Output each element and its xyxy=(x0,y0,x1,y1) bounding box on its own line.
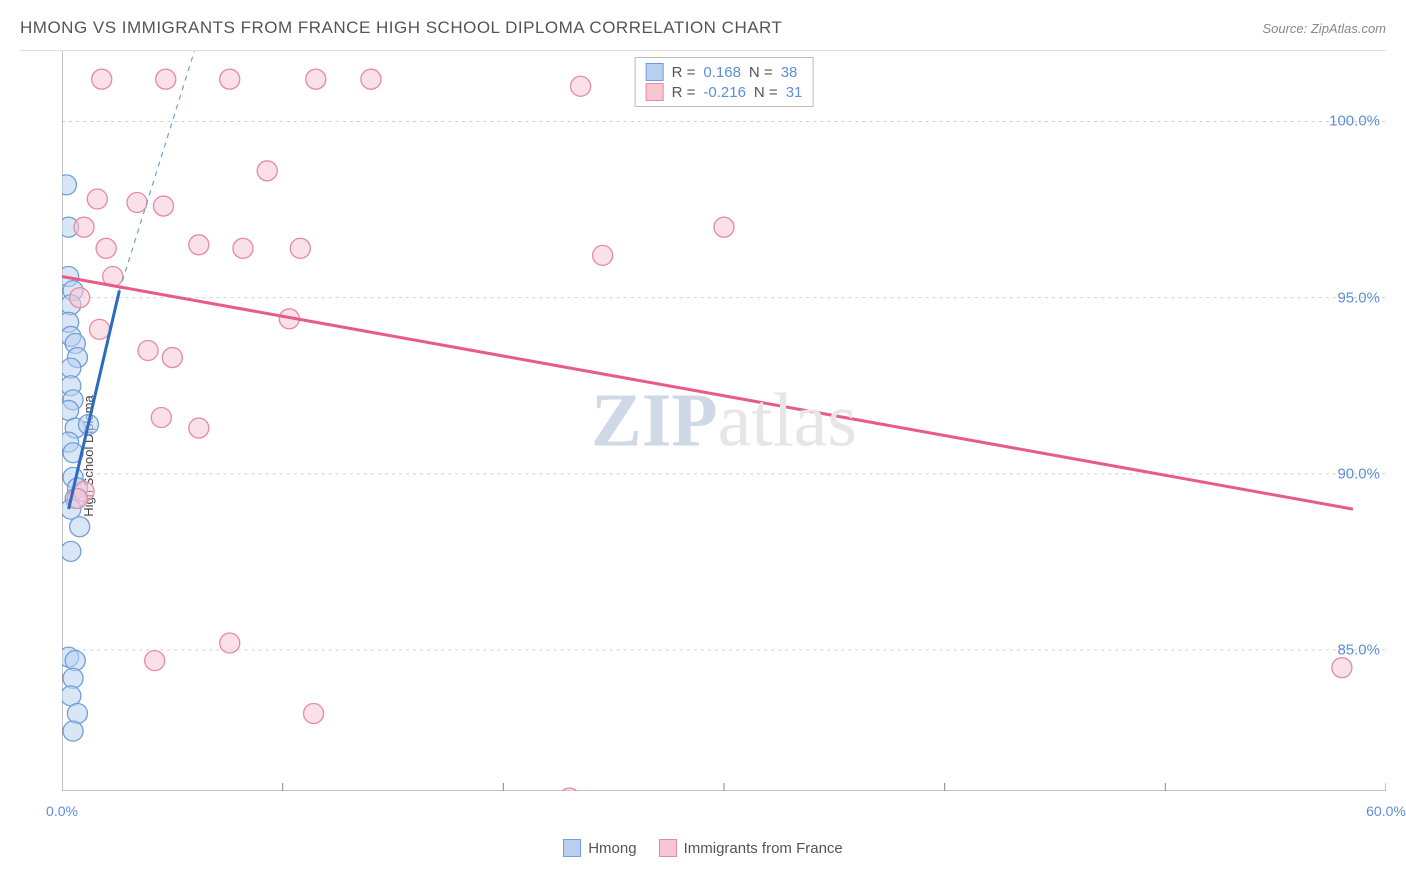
stat-r-label: R = xyxy=(672,84,696,101)
chart-container: High School Diploma ZIPatlas R = 0.168 N… xyxy=(20,51,1386,861)
scatter-plot: ZIPatlas R = 0.168 N = 38R = -0.216 N = … xyxy=(62,51,1386,791)
stat-n-value: 31 xyxy=(786,84,803,101)
legend-label: Hmong xyxy=(588,840,636,857)
stat-r-label: R = xyxy=(672,64,696,81)
bottom-legend-item: Immigrants from France xyxy=(659,839,843,857)
stat-r-value: -0.216 xyxy=(703,84,746,101)
bottom-legend-item: Hmong xyxy=(563,839,636,857)
legend-swatch xyxy=(646,83,664,101)
stats-legend-row: R = 0.168 N = 38 xyxy=(646,62,803,82)
x-tick-labels: 0.0%60.0% xyxy=(62,803,1386,823)
legend-label: Immigrants from France xyxy=(684,840,843,857)
stats-legend: R = 0.168 N = 38R = -0.216 N = 31 xyxy=(635,57,814,107)
chart-title: HMONG VS IMMIGRANTS FROM FRANCE HIGH SCH… xyxy=(20,18,782,38)
legend-swatch xyxy=(646,63,664,81)
legend-swatch xyxy=(659,839,677,857)
x-tick-label: 0.0% xyxy=(46,803,78,819)
stat-n-value: 38 xyxy=(781,64,798,81)
chart-source: Source: ZipAtlas.com xyxy=(1262,21,1386,36)
stat-r-value: 0.168 xyxy=(703,64,741,81)
x-tick-label: 60.0% xyxy=(1366,803,1406,819)
chart-header: HMONG VS IMMIGRANTS FROM FRANCE HIGH SCH… xyxy=(20,10,1386,51)
legend-swatch xyxy=(563,839,581,857)
plot-svg xyxy=(62,51,1386,791)
stats-legend-row: R = -0.216 N = 31 xyxy=(646,82,803,102)
stat-n-label: N = xyxy=(754,84,778,101)
stat-n-label: N = xyxy=(749,64,773,81)
bottom-legend: Hmong Immigrants from France xyxy=(20,839,1386,857)
